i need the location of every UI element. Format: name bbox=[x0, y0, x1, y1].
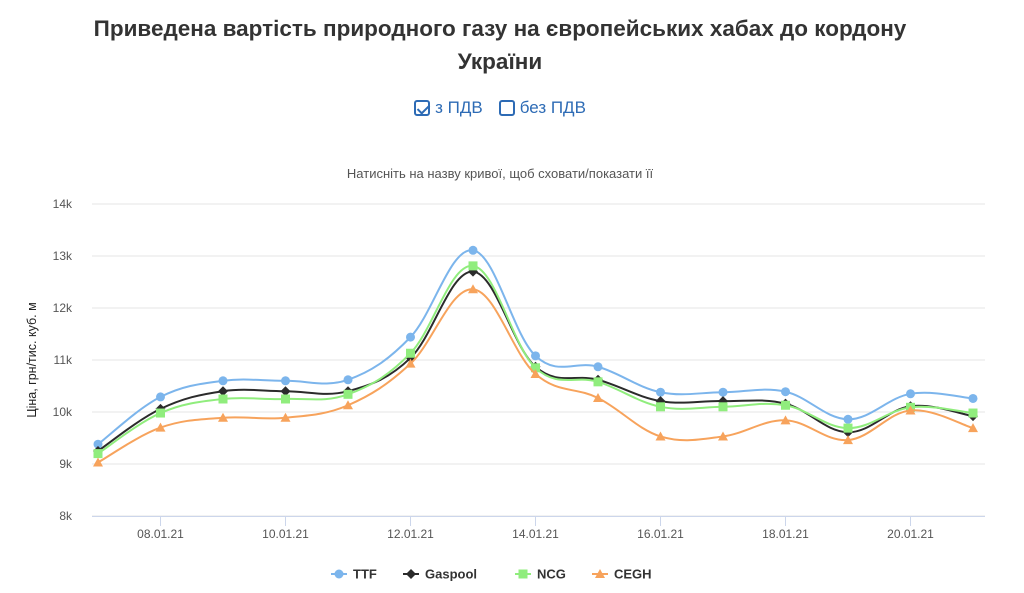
y-tick-label: 12k bbox=[53, 301, 73, 315]
with-vat-toggle[interactable]: з ПДВ bbox=[414, 98, 483, 118]
chart-title-line-1: Приведена вартість природного газу на єв… bbox=[93, 16, 907, 41]
x-tick-label: 16.01.21 bbox=[637, 527, 684, 541]
legend-item-gaspool[interactable]: Gaspool bbox=[403, 567, 477, 582]
data-point-ttf bbox=[843, 414, 853, 424]
data-point-ncg bbox=[281, 394, 290, 404]
chart-subtitle: Натисніть на назву кривої, щоб сховати/п… bbox=[346, 166, 654, 181]
chart-title: Приведена вартість природного газу на єв… bbox=[0, 12, 1000, 78]
series-line-ttf bbox=[97, 249, 974, 446]
series-layer bbox=[93, 245, 978, 467]
data-point-ttf bbox=[218, 376, 228, 386]
x-tick-label: 20.01.21 bbox=[887, 527, 934, 541]
without-vat-label[interactable]: без ПДВ bbox=[519, 98, 586, 117]
data-point-cegh bbox=[280, 412, 291, 422]
x-tick-label: 08.01.21 bbox=[137, 527, 184, 541]
data-point-ttf bbox=[343, 375, 353, 385]
data-point-ncg bbox=[781, 400, 790, 410]
legend-label-ttf[interactable]: TTF bbox=[353, 567, 377, 582]
data-point-cegh bbox=[405, 358, 416, 368]
y-axis-label: Ціна, грн/тис. куб. м bbox=[25, 302, 39, 417]
with-vat-label[interactable]: з ПДВ bbox=[435, 98, 483, 117]
data-point-ncg bbox=[406, 348, 415, 358]
data-point-ncg bbox=[343, 389, 353, 399]
data-point-ncg bbox=[93, 449, 103, 459]
axes: 8k 9k 10k 11k 12k 13k 14k 08.01.21 10.01.21 12.01… bbox=[53, 197, 985, 541]
data-point-ncg bbox=[718, 402, 728, 412]
x-tick-label: 18.01.21 bbox=[762, 527, 809, 541]
x-tick-label: 10.01.21 bbox=[262, 527, 309, 541]
data-point-ttf bbox=[156, 392, 165, 402]
series-ncg bbox=[93, 261, 978, 459]
data-point-ttf bbox=[593, 362, 603, 372]
data-point-cegh bbox=[468, 284, 478, 294]
x-tick-label: 12.01.21 bbox=[387, 527, 434, 541]
data-point-gaspool bbox=[218, 386, 228, 397]
y-tick-label: 8k bbox=[59, 509, 73, 523]
data-point-cegh bbox=[780, 415, 791, 425]
data-point-cegh bbox=[593, 392, 603, 402]
legend-label-cegh[interactable]: CEGH bbox=[614, 567, 652, 582]
y-tick-label: 14k bbox=[53, 197, 73, 211]
data-point-ttf bbox=[656, 387, 665, 397]
data-point-ttf bbox=[531, 351, 540, 361]
checkbox-unchecked-icon[interactable] bbox=[498, 100, 515, 116]
x-tick-label: 14.01.21 bbox=[512, 527, 559, 541]
data-point-gaspool bbox=[280, 386, 291, 397]
data-point-ncg bbox=[218, 394, 228, 404]
data-point-cegh bbox=[905, 405, 916, 415]
y-tick-label: 11k bbox=[54, 353, 73, 367]
legend: TTF Gaspool NCG CEGH bbox=[331, 567, 652, 582]
checkbox-checked-icon[interactable] bbox=[414, 100, 431, 116]
data-point-cegh bbox=[843, 435, 853, 445]
data-point-ttf bbox=[906, 389, 915, 399]
vat-toggle-group: з ПДВ без ПДВ bbox=[0, 98, 1000, 118]
data-point-ttf bbox=[968, 393, 978, 403]
data-point-ttf bbox=[718, 387, 728, 397]
data-point-cegh bbox=[530, 369, 541, 379]
legend-symbol-ttf bbox=[334, 569, 344, 579]
y-tick-label: 13k bbox=[53, 249, 73, 263]
data-point-cegh bbox=[155, 422, 166, 432]
data-point-ncg bbox=[968, 408, 978, 418]
legend-symbol-ncg bbox=[518, 569, 528, 579]
data-point-ttf bbox=[93, 439, 103, 449]
legend-item-cegh[interactable]: CEGH bbox=[592, 567, 652, 582]
data-point-ncg bbox=[468, 261, 478, 271]
data-point-cegh bbox=[93, 457, 103, 467]
legend-label-gaspool[interactable]: Gaspool bbox=[425, 567, 477, 582]
series-cegh bbox=[93, 284, 978, 467]
data-point-ncg bbox=[593, 377, 603, 387]
legend-symbol-cegh bbox=[595, 569, 605, 578]
y-tick-label: 9k bbox=[59, 457, 73, 471]
data-point-ttf bbox=[468, 245, 478, 255]
data-point-ttf bbox=[281, 376, 290, 386]
legend-label-ncg[interactable]: NCG bbox=[537, 567, 566, 582]
grid-lines bbox=[92, 203, 985, 517]
series-ttf bbox=[93, 245, 978, 449]
data-point-cegh bbox=[343, 400, 353, 410]
data-point-cegh bbox=[655, 431, 666, 441]
data-point-ncg bbox=[156, 408, 165, 418]
series-line-ncg bbox=[97, 264, 974, 455]
data-point-cegh bbox=[718, 431, 728, 441]
legend-item-ttf[interactable]: TTF bbox=[331, 567, 377, 582]
series-line-gaspool bbox=[97, 270, 974, 452]
data-point-cegh bbox=[218, 412, 228, 422]
chart-title-line-2: України bbox=[457, 49, 543, 74]
data-point-ttf bbox=[781, 387, 790, 397]
legend-item-ncg[interactable]: NCG bbox=[515, 567, 566, 582]
data-point-ncg bbox=[656, 402, 665, 412]
data-point-ncg bbox=[843, 423, 853, 433]
y-tick-label: 10k bbox=[53, 405, 73, 419]
data-point-ttf bbox=[406, 332, 415, 342]
legend-symbol-gaspool bbox=[406, 569, 416, 579]
data-point-ncg bbox=[531, 363, 540, 373]
data-point-cegh bbox=[968, 423, 978, 433]
without-vat-toggle[interactable]: без ПДВ bbox=[498, 98, 586, 118]
